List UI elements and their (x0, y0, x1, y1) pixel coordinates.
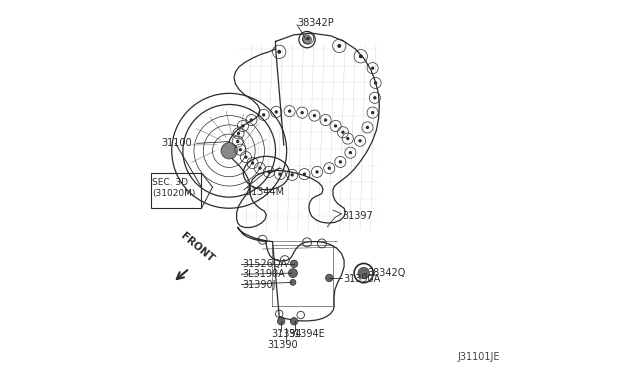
Circle shape (334, 124, 337, 128)
Circle shape (275, 110, 278, 113)
Text: 38342P: 38342P (298, 18, 335, 28)
Circle shape (349, 151, 352, 154)
Circle shape (250, 118, 253, 122)
Circle shape (324, 118, 327, 122)
Circle shape (259, 167, 262, 170)
Circle shape (301, 111, 304, 114)
Circle shape (251, 161, 254, 165)
Text: 31526QA: 31526QA (242, 259, 287, 269)
Circle shape (262, 113, 266, 116)
Text: J31101JE: J31101JE (457, 352, 500, 362)
Circle shape (288, 109, 291, 113)
Circle shape (374, 81, 377, 85)
Circle shape (359, 54, 363, 58)
Circle shape (339, 160, 342, 164)
Circle shape (277, 50, 281, 54)
Circle shape (291, 318, 298, 325)
Text: (31020M): (31020M) (152, 189, 195, 198)
Circle shape (373, 96, 376, 99)
Circle shape (346, 137, 349, 140)
Circle shape (313, 114, 316, 117)
Circle shape (241, 124, 244, 128)
Circle shape (316, 170, 319, 174)
Circle shape (277, 318, 285, 325)
Circle shape (237, 132, 240, 135)
Circle shape (307, 37, 310, 40)
Circle shape (290, 279, 296, 285)
Text: 31390: 31390 (268, 340, 298, 350)
Text: 3L3190A: 3L3190A (242, 269, 285, 279)
Text: 38342Q: 38342Q (367, 268, 406, 278)
Bar (152, 173, 202, 208)
Circle shape (239, 148, 242, 151)
Text: 31344M: 31344M (245, 187, 284, 197)
Circle shape (291, 173, 294, 177)
Circle shape (326, 274, 333, 282)
Circle shape (236, 140, 239, 143)
Text: 31390A: 31390A (343, 275, 381, 284)
Circle shape (303, 173, 306, 176)
Circle shape (358, 139, 362, 142)
Text: 31390J: 31390J (242, 280, 276, 289)
Text: SEC. 3D: SEC. 3D (152, 178, 188, 187)
Circle shape (221, 142, 237, 159)
Circle shape (289, 269, 298, 278)
Text: 31397: 31397 (342, 211, 373, 221)
Text: FRONT: FRONT (179, 231, 216, 264)
Circle shape (303, 35, 312, 44)
Circle shape (337, 44, 341, 48)
Circle shape (278, 173, 282, 176)
Circle shape (328, 167, 331, 170)
Circle shape (267, 170, 271, 174)
Circle shape (291, 260, 298, 267)
Circle shape (358, 267, 369, 279)
Circle shape (341, 131, 345, 134)
Text: 31394E: 31394E (289, 329, 325, 339)
Text: 31100: 31100 (161, 138, 192, 148)
Circle shape (244, 155, 248, 159)
Circle shape (371, 67, 374, 70)
Circle shape (371, 111, 374, 114)
Circle shape (366, 126, 369, 129)
Text: 31394: 31394 (271, 329, 301, 339)
